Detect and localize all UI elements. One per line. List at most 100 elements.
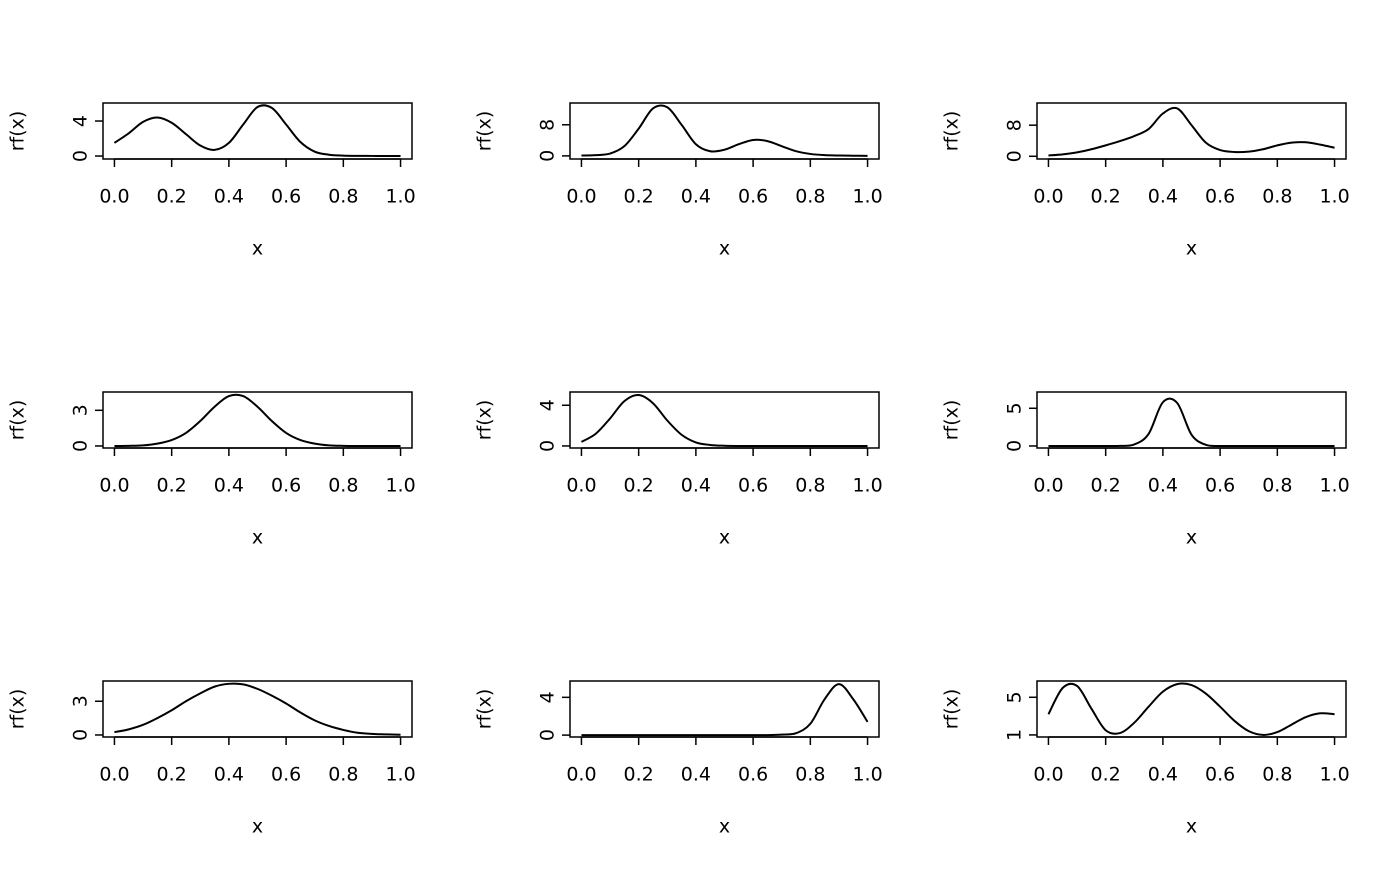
x-axis-label: x: [252, 527, 263, 549]
x-tick-label: 0.2: [157, 764, 187, 786]
y-axis-label: rf(x): [941, 400, 963, 441]
y-tick-label: 4: [537, 691, 559, 703]
x-tick-label: 1.0: [852, 186, 882, 208]
y-tick-label: 3: [70, 695, 92, 707]
x-tick-label: 0.6: [738, 764, 768, 786]
x-tick-label: 0.6: [738, 475, 768, 497]
x-tick-label: 0.6: [1205, 764, 1235, 786]
curve: [581, 104, 868, 157]
y-tick-label: 0: [70, 150, 92, 162]
y-tick-label: 5: [1004, 402, 1026, 414]
curve: [581, 683, 869, 737]
x-tick-label: 0.6: [271, 475, 301, 497]
y-tick-label: 0: [70, 729, 92, 741]
x-tick-label: 0.8: [795, 764, 825, 786]
x-tick-label: 0.2: [624, 186, 654, 208]
y-tick-label: 8: [1004, 119, 1026, 131]
x-tick-label: 0.8: [328, 186, 358, 208]
x-tick-label: 0.4: [681, 764, 711, 786]
x-tick-label: 0.6: [1205, 475, 1235, 497]
x-tick-label: 0.8: [328, 764, 358, 786]
x-tick-label: 0.0: [566, 186, 596, 208]
x-axis-label: x: [719, 238, 730, 260]
y-axis-label: rf(x): [941, 689, 963, 730]
x-tick-label: 0.4: [214, 186, 244, 208]
x-axis-label: x: [252, 238, 263, 260]
x-axis-label: x: [1186, 816, 1197, 838]
x-tick-label: 1.0: [1319, 764, 1349, 786]
x-tick-label: 0.2: [1091, 475, 1121, 497]
x-tick-label: 0.8: [795, 186, 825, 208]
curve: [114, 682, 401, 736]
x-tick-label: 0.0: [99, 475, 129, 497]
y-axis-label: rf(x): [7, 111, 29, 152]
x-tick-label: 1.0: [385, 764, 415, 786]
y-tick-label: 0: [1004, 150, 1026, 162]
x-tick-label: 0.4: [214, 764, 244, 786]
x-tick-label: 0.6: [1205, 186, 1235, 208]
x-axis-label: x: [719, 527, 730, 549]
x-tick-label: 0.2: [624, 764, 654, 786]
plot-frame: [102, 102, 413, 160]
x-tick-label: 0.4: [681, 186, 711, 208]
x-tick-label: 0.0: [99, 186, 129, 208]
y-tick-label: 0: [537, 440, 559, 452]
x-tick-label: 0.6: [738, 186, 768, 208]
curve: [114, 393, 401, 447]
y-tick-label: 4: [537, 399, 559, 411]
curve: [580, 394, 868, 447]
x-tick-label: 1.0: [852, 475, 882, 497]
y-tick-label: 5: [1004, 691, 1026, 703]
x-tick-label: 0.0: [1033, 186, 1063, 208]
curve: [113, 104, 401, 158]
x-tick-label: 1.0: [852, 764, 882, 786]
x-tick-label: 0.4: [681, 475, 711, 497]
x-tick-label: 0.2: [624, 475, 654, 497]
x-tick-label: 0.8: [1262, 475, 1292, 497]
x-axis-label: x: [719, 816, 730, 838]
x-axis-label: x: [1186, 527, 1197, 549]
y-axis-label: rf(x): [7, 400, 29, 441]
y-axis-label: rf(x): [941, 111, 963, 152]
x-tick-label: 0.8: [1262, 186, 1292, 208]
y-tick-label: 0: [70, 440, 92, 452]
x-tick-label: 0.0: [566, 764, 596, 786]
x-tick-label: 0.4: [1148, 186, 1178, 208]
curve: [1047, 682, 1335, 736]
x-tick-label: 0.4: [214, 475, 244, 497]
curve: [1048, 106, 1335, 157]
plot-frame: [569, 391, 880, 449]
y-tick-label: 8: [537, 119, 559, 131]
x-tick-label: 0.6: [271, 186, 301, 208]
curve: [1048, 397, 1335, 448]
y-tick-label: 1: [1004, 729, 1026, 741]
y-axis-label: rf(x): [474, 689, 496, 730]
plot-frame: [1036, 391, 1347, 449]
y-tick-label: 0: [537, 729, 559, 741]
y-tick-label: 0: [1004, 440, 1026, 452]
x-tick-label: 1.0: [385, 186, 415, 208]
x-axis-label: x: [252, 816, 263, 838]
x-tick-label: 1.0: [385, 475, 415, 497]
x-tick-label: 0.8: [795, 475, 825, 497]
x-tick-label: 0.4: [1148, 764, 1178, 786]
x-tick-label: 0.2: [1091, 764, 1121, 786]
plot-frame: [102, 391, 413, 449]
y-tick-label: 4: [70, 115, 92, 127]
x-tick-label: 0.6: [271, 764, 301, 786]
x-tick-label: 0.2: [157, 475, 187, 497]
y-axis-label: rf(x): [474, 400, 496, 441]
y-tick-label: 3: [70, 404, 92, 416]
x-tick-label: 0.0: [1033, 764, 1063, 786]
x-tick-label: 0.0: [566, 475, 596, 497]
x-tick-label: 0.0: [1033, 475, 1063, 497]
x-tick-label: 0.4: [1148, 475, 1178, 497]
x-tick-label: 1.0: [1319, 475, 1349, 497]
x-tick-label: 0.8: [1262, 764, 1292, 786]
y-tick-label: 0: [537, 150, 559, 162]
y-axis-label: rf(x): [7, 689, 29, 730]
x-tick-label: 0.8: [328, 475, 358, 497]
x-tick-label: 0.2: [1091, 186, 1121, 208]
x-axis-label: x: [1186, 238, 1197, 260]
